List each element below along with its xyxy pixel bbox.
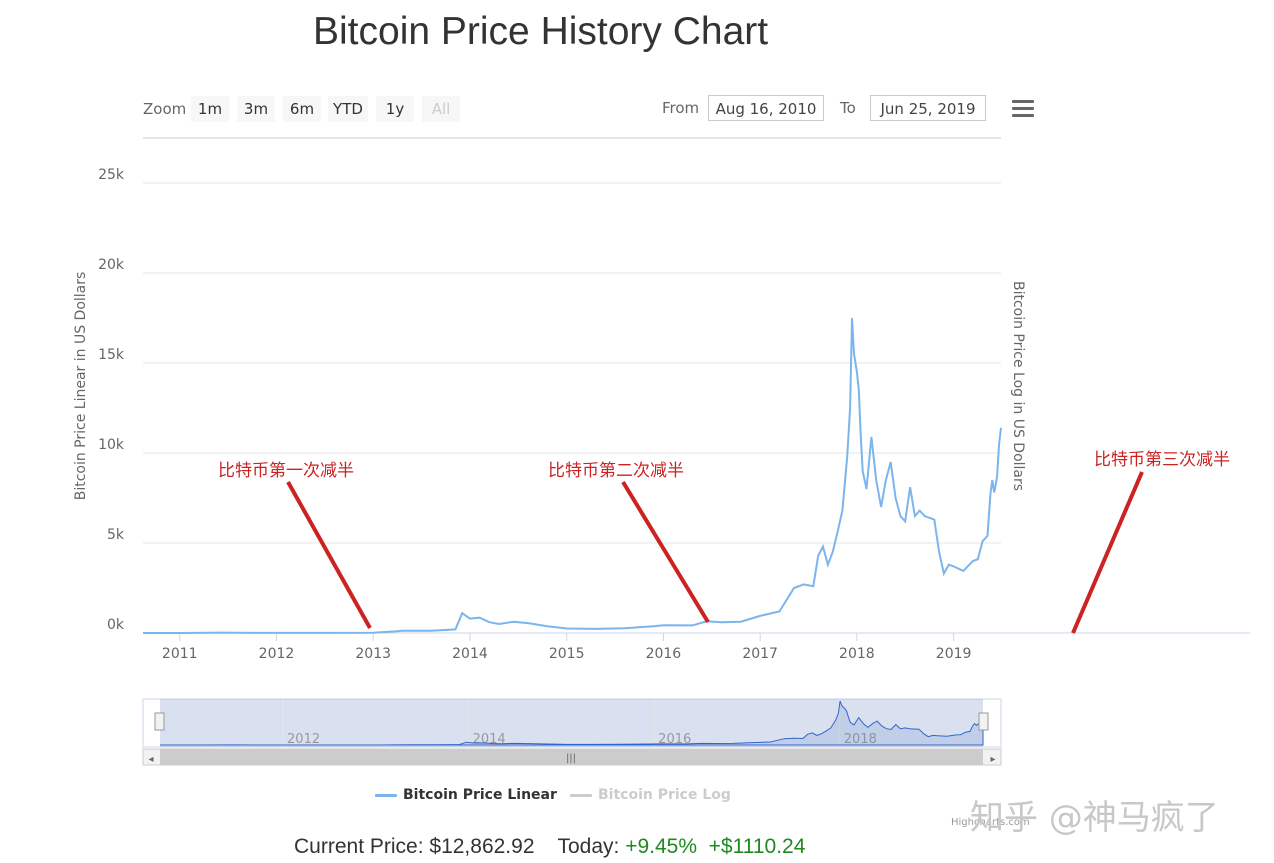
legend-linear-label: Bitcoin Price Linear xyxy=(403,787,557,803)
grid-lines xyxy=(143,182,1001,544)
y2-axis-title: Bitcoin Price Log in US Dollars xyxy=(1010,281,1026,491)
zoom-6m-button[interactable]: 6m xyxy=(283,96,321,122)
x-tick-label: 2013 xyxy=(355,646,391,662)
today-abs-change: +$1110.24 xyxy=(708,835,806,858)
y-tick-label: 25k xyxy=(98,167,125,183)
x-tick-label: 2011 xyxy=(162,646,198,662)
y-tick-label: 15k xyxy=(98,347,125,363)
today-pct-change: +9.45% xyxy=(625,835,697,858)
zoom-3m-button[interactable]: 3m xyxy=(237,96,275,122)
zoom-1y-button[interactable]: 1y xyxy=(376,96,414,122)
legend-log[interactable]: Bitcoin Price Log xyxy=(570,787,731,803)
zoom-1m-button[interactable]: 1m xyxy=(191,96,229,122)
price-footer: Current Price: $12,862.92 Today: +9.45% … xyxy=(294,835,805,859)
y-tick-label: 0k xyxy=(107,617,125,633)
y-tick-label: 20k xyxy=(98,257,125,273)
annotation-label-3: 比特币第三次减半 xyxy=(1094,450,1230,470)
annotation-arrow-2 xyxy=(621,480,710,624)
y-axis-ticks: 0k 5k 10k 15k 20k 25k xyxy=(98,167,125,633)
scrollbar-thumb[interactable] xyxy=(160,749,983,765)
right-arrow-icon[interactable]: ▸ xyxy=(990,754,995,765)
legend-log-swatch xyxy=(570,793,592,797)
annotation-arrow-1 xyxy=(286,481,372,629)
x-tick-label: 2018 xyxy=(839,646,875,662)
zoom-all-button[interactable]: All xyxy=(422,96,460,122)
from-label: From xyxy=(662,99,700,117)
current-price-label: Current Price: xyxy=(294,835,424,858)
grip-icon[interactable]: ||| xyxy=(566,753,576,764)
navigator-tick-label: 2012 xyxy=(287,732,320,747)
navigator-right-handle[interactable] xyxy=(978,712,989,731)
navigator[interactable]: 2012201420162018 ||| ◂ ▸ xyxy=(142,698,1002,766)
zoom-label: Zoom xyxy=(143,100,187,118)
legend-linear[interactable]: Bitcoin Price Linear xyxy=(375,787,557,803)
zoom-ytd-button[interactable]: YTD xyxy=(328,96,368,122)
annotation-label-1: 比特币第一次减半 xyxy=(218,461,354,481)
credits-link[interactable]: Highcharts.com xyxy=(951,817,1030,828)
navigator-tick-label: 2016 xyxy=(658,732,691,747)
navigator-tick-label: 2018 xyxy=(844,732,877,747)
x-tick-label: 2014 xyxy=(452,646,488,662)
today-label: Today: xyxy=(557,835,620,858)
left-arrow-icon[interactable]: ◂ xyxy=(148,754,153,765)
legend-linear-swatch xyxy=(375,793,397,797)
hamburger-menu-icon[interactable] xyxy=(1012,100,1034,118)
price-series-line xyxy=(143,317,1002,634)
x-axis-ticks: 2011 2012 2013 2014 2015 2016 2017 2018 2019 xyxy=(162,633,971,662)
watermark: 知乎 @神马疯了 xyxy=(970,798,1219,838)
x-tick-label: 2017 xyxy=(742,646,778,662)
x-tick-label: 2012 xyxy=(259,646,295,662)
x-tick-label: 2015 xyxy=(549,646,585,662)
to-date-input[interactable]: Jun 25, 2019 xyxy=(870,95,986,121)
x-tick-label: 2016 xyxy=(646,646,682,662)
to-label: To xyxy=(840,99,856,117)
page-title: Bitcoin Price History Chart xyxy=(313,10,769,53)
annotation-label-2: 比特币第二次减半 xyxy=(548,461,684,481)
y-tick-label: 5k xyxy=(107,527,125,543)
x-tick-label: 2019 xyxy=(936,646,972,662)
navigator-left-handle[interactable] xyxy=(154,712,165,731)
y-tick-label: 10k xyxy=(98,437,125,453)
annotation-arrow-3 xyxy=(1071,471,1144,634)
current-price-value: $12,862.92 xyxy=(429,835,535,858)
legend-log-label: Bitcoin Price Log xyxy=(598,787,731,803)
y-axis-title: Bitcoin Price Linear in US Dollars xyxy=(73,272,89,501)
from-date-input[interactable]: Aug 16, 2010 xyxy=(708,95,824,121)
